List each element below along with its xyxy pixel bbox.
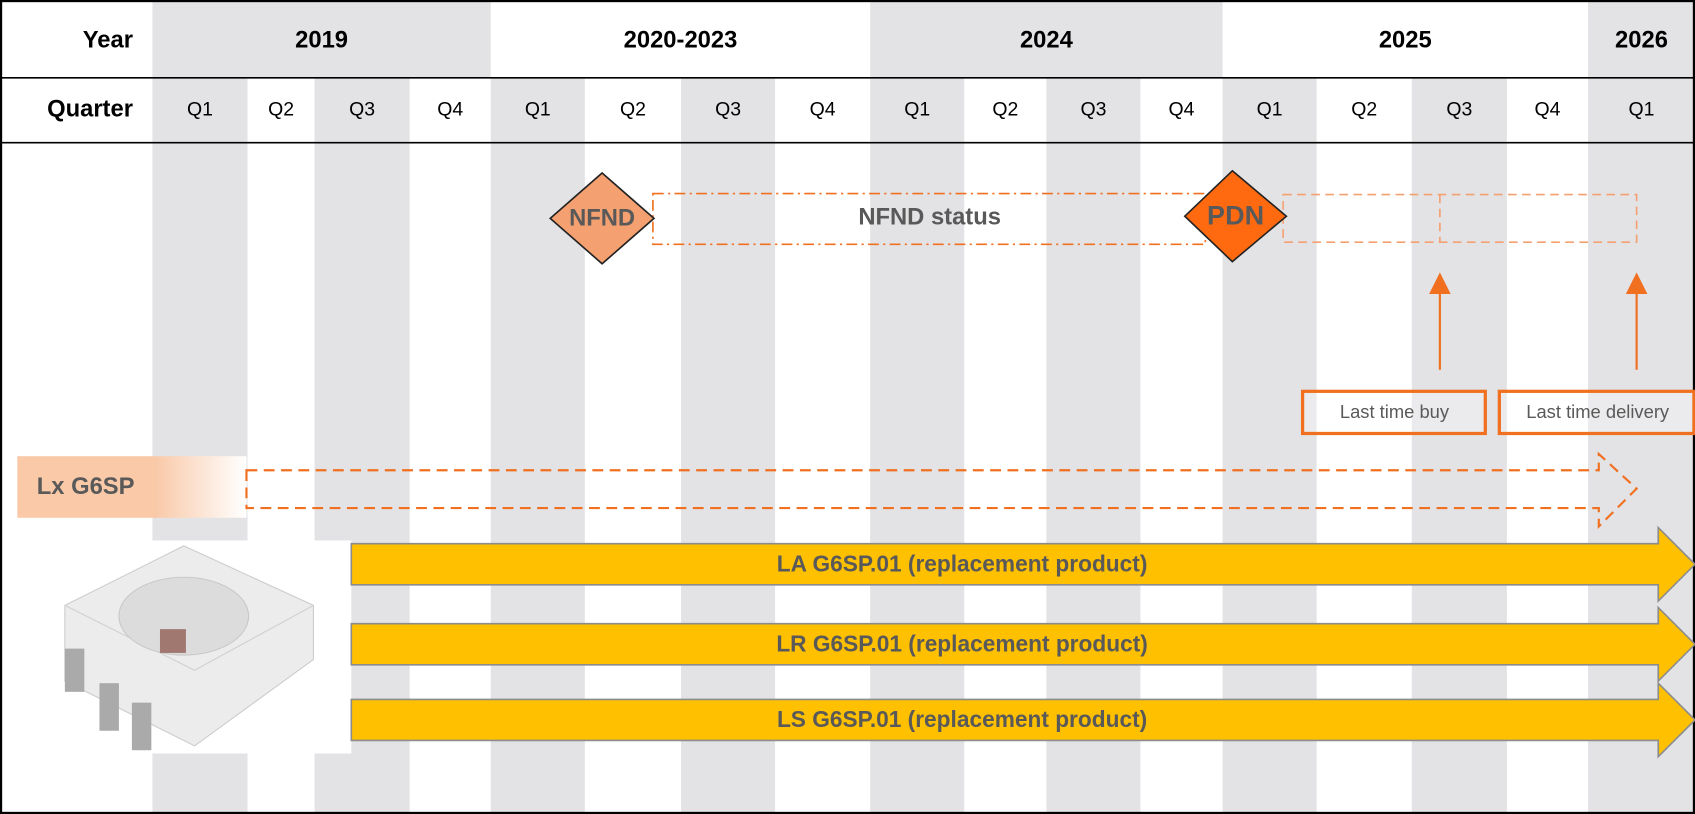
quarter: Q2 (620, 98, 646, 120)
quarter: Q1 (187, 98, 213, 120)
quarter: Q4 (1169, 98, 1195, 120)
year: 2019 (295, 26, 348, 53)
nfnd-status: NFND status (858, 204, 1001, 231)
led-chip (160, 629, 186, 653)
led-pin (132, 703, 151, 751)
quarter: Q3 (1080, 98, 1106, 120)
quarter: Q4 (1534, 98, 1560, 120)
last-time-buy: Last time buy (1340, 401, 1450, 422)
quarter: Q3 (715, 98, 741, 120)
pdn-label: PDN (1207, 200, 1264, 230)
year: 2024 (1020, 26, 1074, 53)
replacement-label: LA G6SP.01 (replacement product) (777, 550, 1148, 576)
quarter: Q1 (525, 98, 551, 120)
led-pin (99, 683, 118, 731)
quarter: Q2 (1351, 98, 1377, 120)
year-label: Year (83, 26, 133, 53)
replacement-label: LS G6SP.01 (replacement product) (777, 706, 1147, 732)
year: 2026 (1615, 26, 1668, 53)
quarter-label: Quarter (47, 96, 133, 123)
replacement-label: LR G6SP.01 (replacement product) (776, 630, 1148, 656)
product-photo (17, 541, 351, 754)
quarter: Q3 (349, 98, 375, 120)
nfnd-label: NFND (569, 205, 635, 232)
quarter: Q2 (268, 98, 294, 120)
year: 2020-2023 (624, 26, 738, 53)
quarter: Q1 (1257, 98, 1283, 120)
quarter: Q4 (810, 98, 836, 120)
replacements: LA G6SP.01 (replacement product) LR G6SP.… (351, 528, 1695, 757)
year: 2025 (1379, 26, 1432, 53)
quarter: Q3 (1446, 98, 1472, 120)
quarter: Q1 (1629, 98, 1655, 120)
led-pin (65, 649, 84, 692)
page: {"header": {"year_label": "Year", "quart… (0, 0, 1695, 814)
last-time-delivery: Last time delivery (1526, 401, 1670, 422)
quarter: Q1 (904, 98, 930, 120)
quarter: Q2 (992, 98, 1018, 120)
quarter: Q4 (437, 98, 463, 120)
product-name: Lx G6SP (37, 473, 135, 500)
roadmap: Q1 Q2 Q3 Q4 Q1 Q2 Q3 Q4 Q1 Q2 Q3 Q4 Q1 Q2 Q3 Q4 Q1 2019 20… (0, 0, 1695, 814)
